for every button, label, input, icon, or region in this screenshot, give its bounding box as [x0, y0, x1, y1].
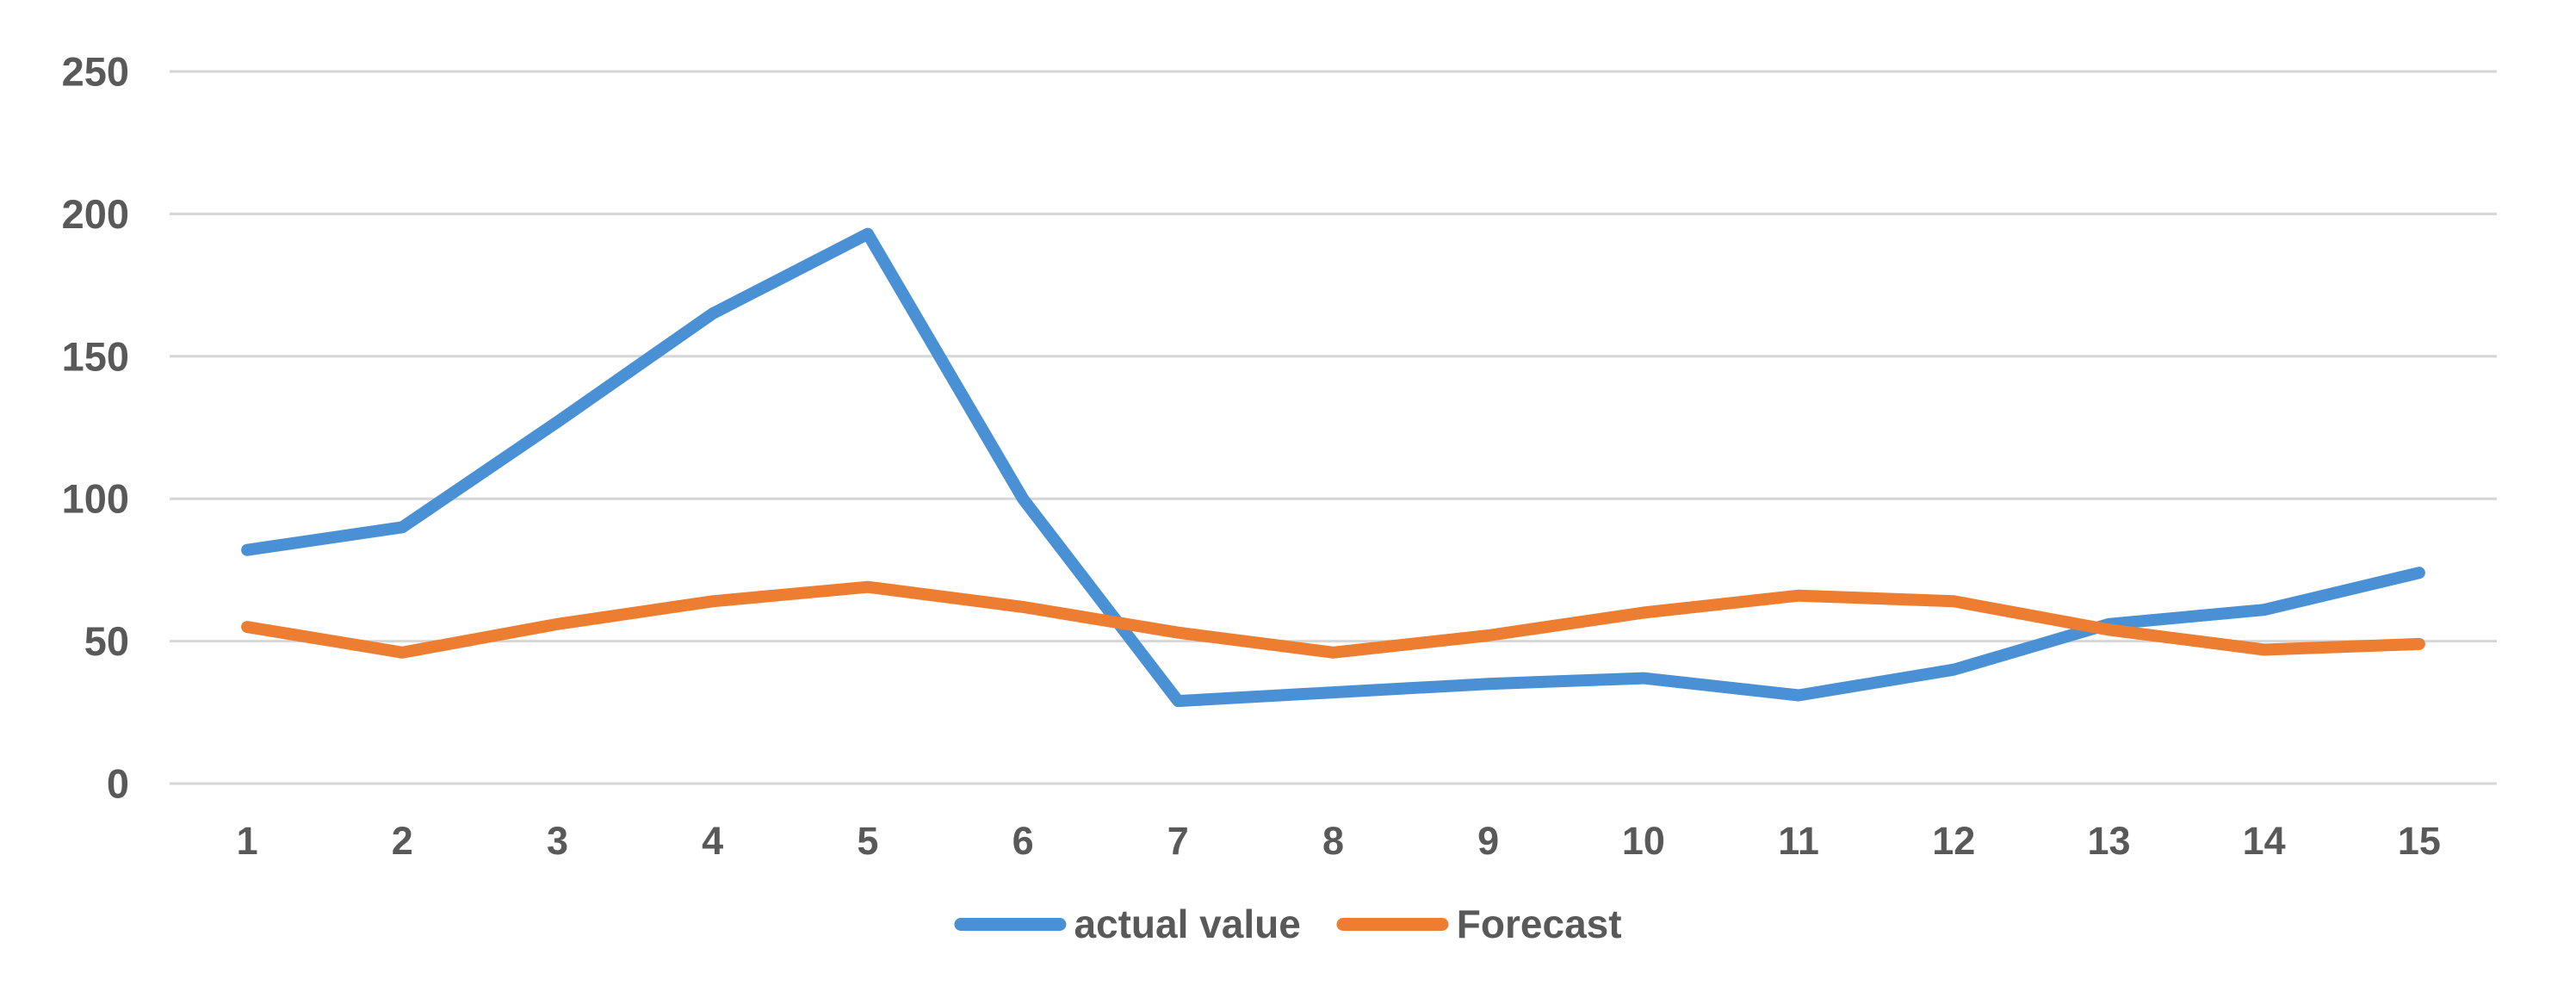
x-tick-label: 4	[702, 819, 723, 863]
x-tick-label: 7	[1167, 819, 1189, 863]
legend: actual value Forecast	[954, 902, 1622, 946]
y-tick-label: 150	[62, 333, 129, 379]
y-tick-label: 0	[107, 760, 129, 806]
x-tick-label: 11	[1778, 819, 1819, 863]
x-tick-label: 14	[2243, 819, 2286, 863]
legend-item-actual-value: actual value	[954, 902, 1301, 946]
x-tick-label: 15	[2398, 819, 2441, 863]
x-tick-label: 13	[2087, 819, 2130, 863]
y-axis-labels: 0 50 100 150 200 250	[62, 48, 129, 806]
x-tick-label: 8	[1322, 819, 1344, 863]
y-tick-label: 250	[62, 48, 129, 94]
x-tick-label: 12	[1932, 819, 1975, 863]
y-tick-label: 200	[62, 191, 129, 237]
legend-line-swatch-forecast	[1336, 917, 1449, 931]
legend-line-swatch-actual-value	[954, 917, 1067, 931]
series-lines	[241, 227, 2425, 708]
x-axis-labels: 1 2 3 4 5 6 7 8 9 10 11 12 13 14 15	[237, 819, 2441, 863]
series-line-actual-value	[241, 227, 2425, 708]
x-tick-label: 1	[237, 819, 258, 863]
x-tick-label: 3	[547, 819, 568, 863]
x-tick-label: 6	[1012, 819, 1034, 863]
x-tick-label: 9	[1477, 819, 1499, 863]
y-tick-label: 50	[84, 618, 129, 664]
legend-item-forecast: Forecast	[1336, 902, 1622, 946]
x-tick-label: 2	[392, 819, 413, 863]
y-tick-label: 100	[62, 476, 129, 522]
x-tick-label: 10	[1622, 819, 1665, 863]
x-tick-label: 5	[857, 819, 878, 863]
gridlines	[170, 70, 2497, 785]
legend-label-actual-value: actual value	[1074, 902, 1301, 946]
legend-label-forecast: Forecast	[1456, 902, 1622, 946]
series-line-forecast	[241, 580, 2425, 659]
